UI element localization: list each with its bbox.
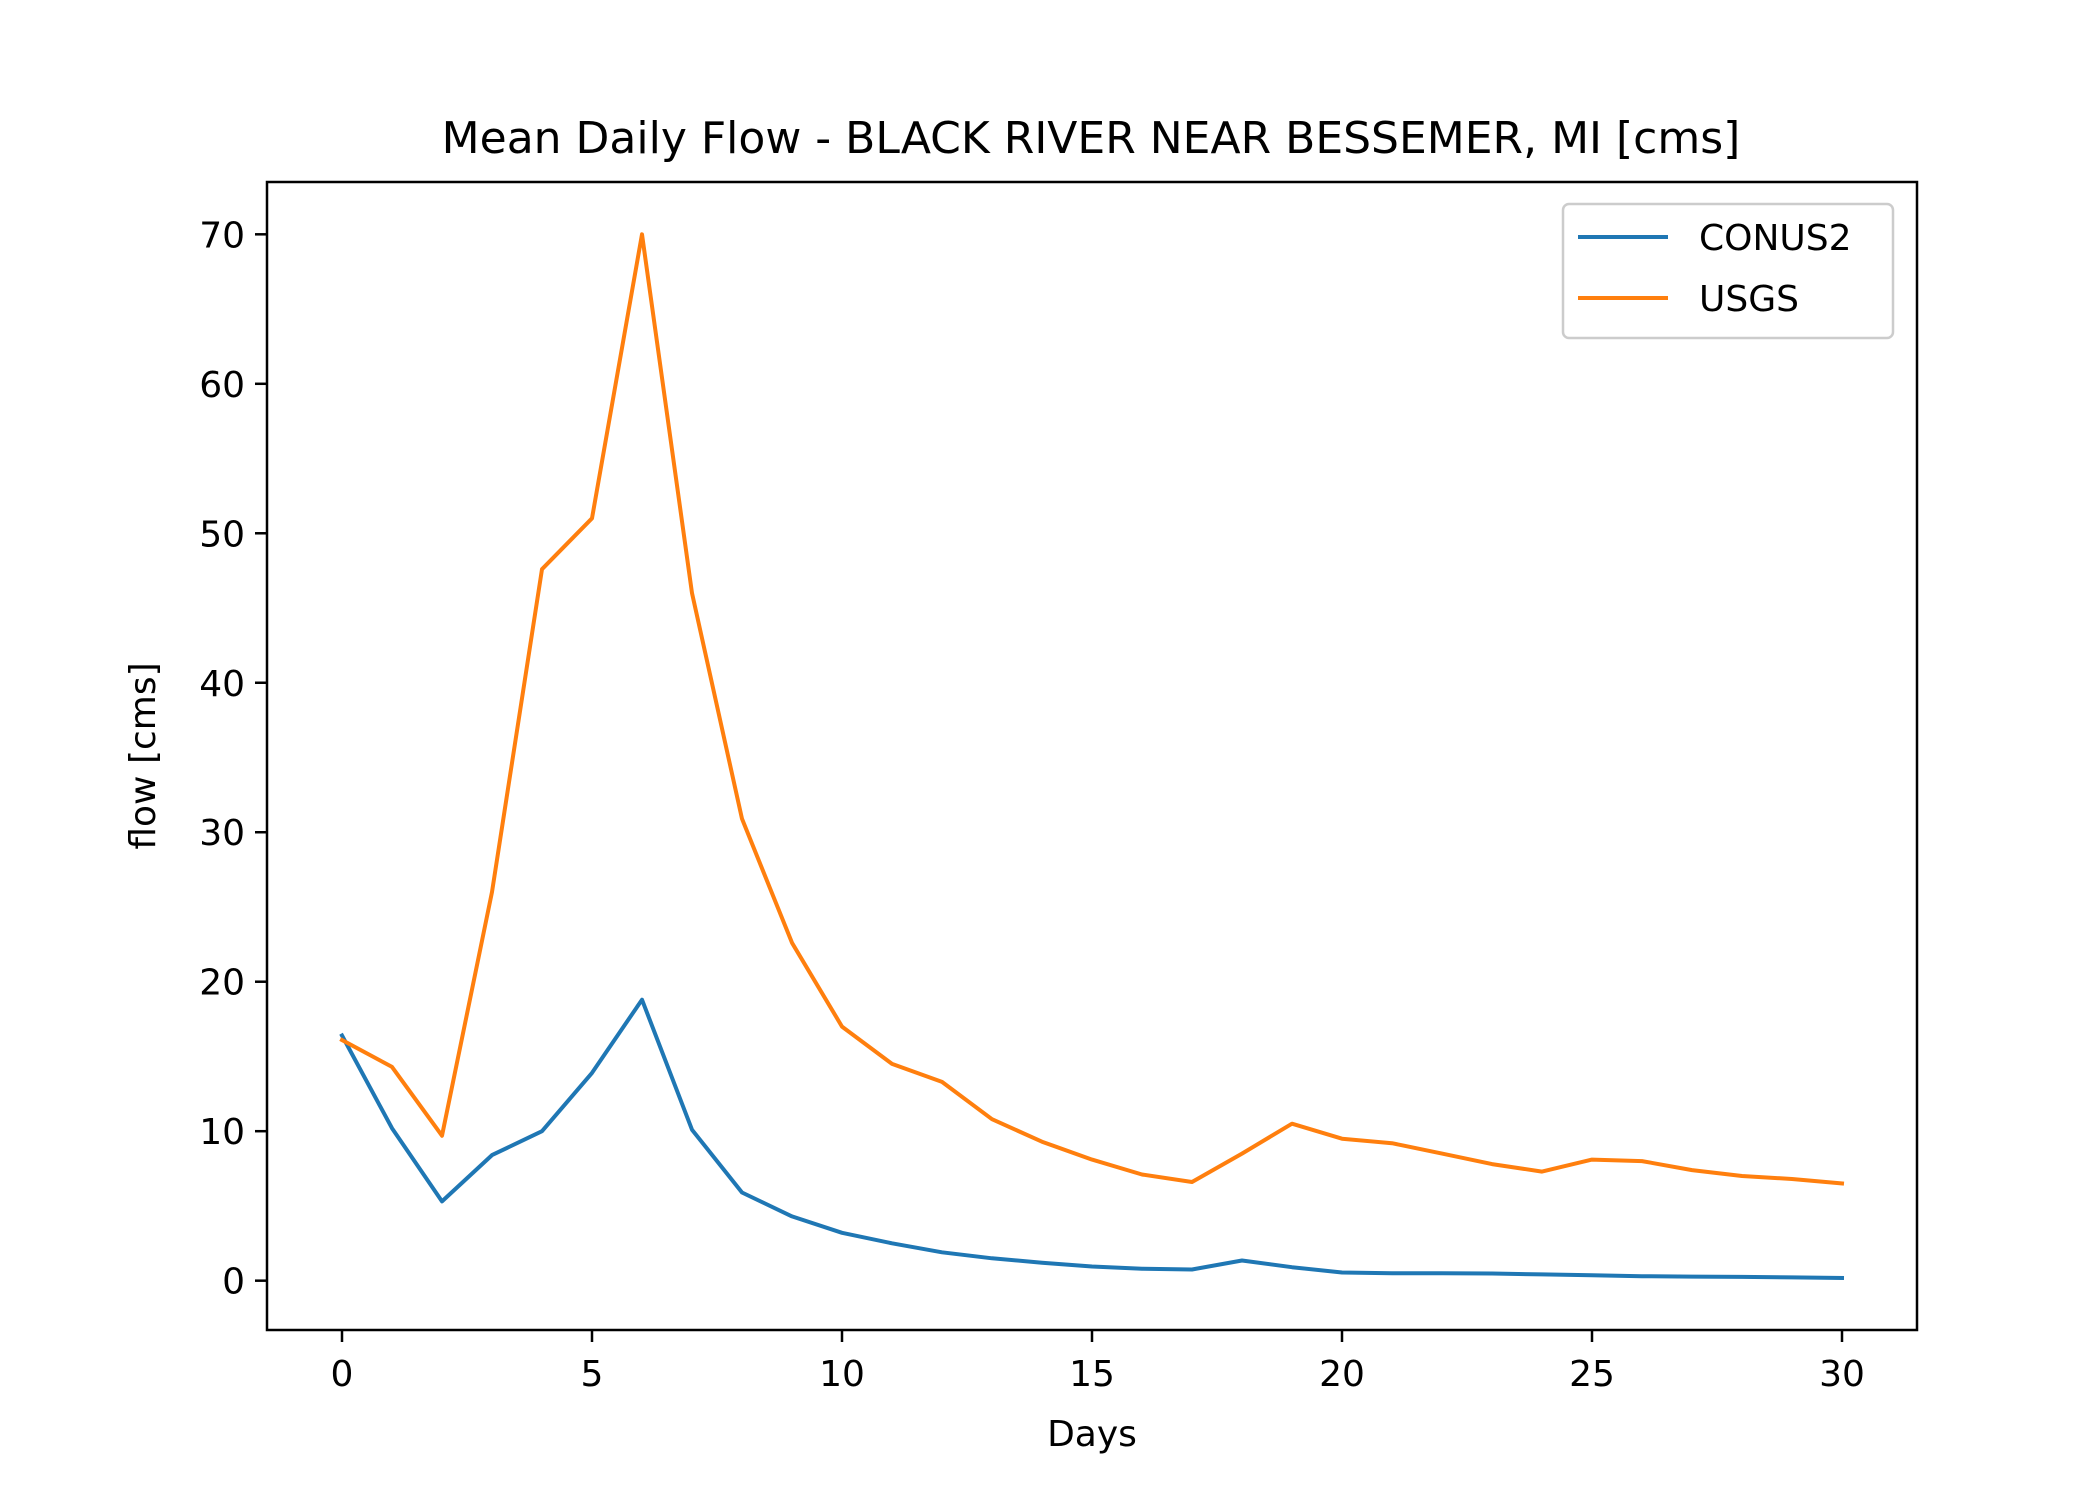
y-tick-label: 10: [199, 1112, 245, 1153]
y-tick-label: 20: [199, 963, 245, 1004]
series-line-conus2: [339, 997, 1845, 1281]
legend-label-conus2: CONUS2: [1699, 218, 1852, 259]
legend: CONUS2 USGS: [1561, 202, 1895, 340]
y-tick-label: 30: [199, 813, 245, 854]
y-axis: 0 10 20 30 40 50 60 70: [199, 215, 267, 1303]
x-tick-label: 30: [1819, 1354, 1865, 1395]
y-axis-label: flow [cms]: [123, 662, 164, 849]
y-tick-label: 40: [199, 664, 245, 705]
y-tick-label: 0: [222, 1262, 245, 1303]
chart-title: Mean Daily Flow - BLACK RIVER NEAR BESSE…: [442, 113, 1741, 164]
series-line-usgs: [339, 232, 1845, 1186]
x-axis-label: Days: [1047, 1414, 1137, 1455]
series-layer: [339, 232, 1845, 1281]
y-tick-label: 50: [199, 514, 245, 555]
x-tick-label: 10: [819, 1354, 865, 1395]
x-axis: 0 5 10 15 20 25 30: [331, 1330, 1865, 1395]
x-tick-label: 15: [1069, 1354, 1115, 1395]
x-tick-label: 0: [331, 1354, 354, 1395]
y-tick-label: 70: [199, 215, 245, 256]
x-tick-label: 5: [581, 1354, 604, 1395]
legend-label-usgs: USGS: [1699, 279, 1799, 320]
x-tick-label: 25: [1569, 1354, 1615, 1395]
y-tick-label: 60: [199, 365, 245, 406]
x-tick-label: 20: [1319, 1354, 1365, 1395]
